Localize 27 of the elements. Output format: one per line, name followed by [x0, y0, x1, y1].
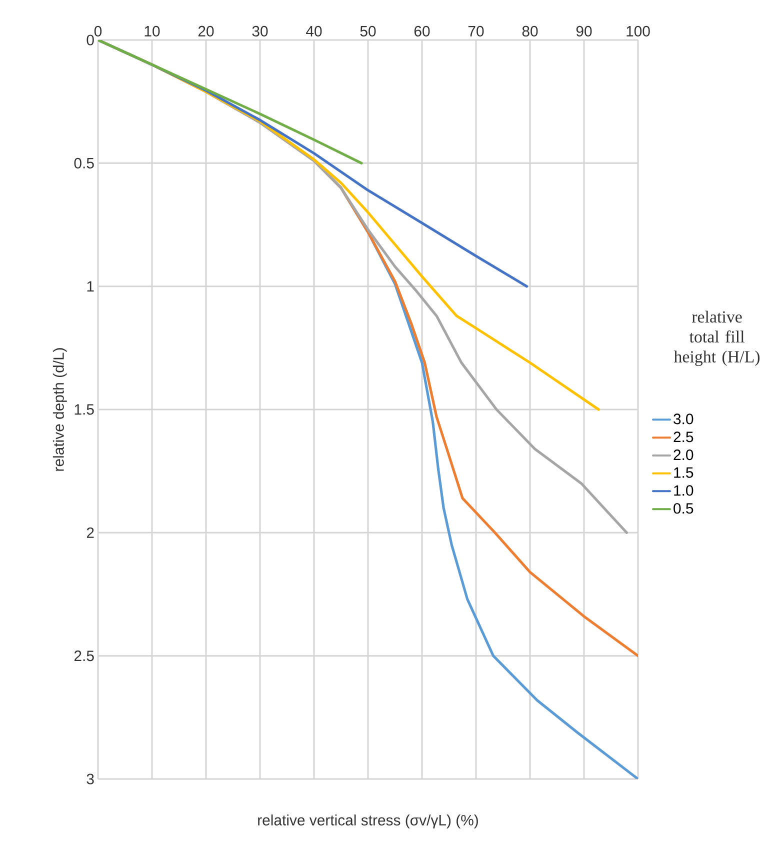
- legend-label: 2.0: [674, 450, 694, 460]
- legend-label: 1.0: [674, 485, 694, 496]
- y-tick-label: 2: [86, 527, 94, 538]
- legend-label: 0.5: [674, 503, 694, 514]
- y-tick-label: 1.5: [74, 404, 94, 415]
- y-tick-label: 2.5: [74, 650, 94, 662]
- x-tick-label: 40: [306, 26, 322, 36]
- y-tick-label: 0.5: [74, 158, 94, 168]
- x-tick-label: 80: [522, 26, 538, 36]
- x-tick-label: 90: [576, 26, 592, 36]
- legend-label: 3.0: [674, 414, 694, 424]
- x-tick-label: 100: [626, 26, 650, 36]
- y-tick-label: 3: [86, 774, 94, 784]
- x-tick-label: 30: [252, 26, 268, 36]
- x-tick-label: 20: [198, 26, 214, 36]
- x-tick-label: 60: [414, 26, 430, 36]
- y-tick-label: 0: [86, 34, 94, 46]
- legend-label: 2.5: [674, 432, 694, 442]
- x-tick-label: 0: [94, 26, 102, 36]
- y-tick-label: 1: [87, 281, 94, 292]
- y-axis-title: relative depth (d/L): [52, 348, 67, 471]
- x-tick-label: 70: [468, 26, 484, 36]
- legend-label: 1.5: [674, 467, 694, 478]
- x-tick-label: 50: [360, 26, 376, 36]
- x-axis-title: relative vertical stress (σv/γL) (%): [258, 814, 478, 828]
- x-tick-label: 10: [144, 26, 160, 36]
- legend-title: relative total fill height (H/L): [674, 310, 760, 366]
